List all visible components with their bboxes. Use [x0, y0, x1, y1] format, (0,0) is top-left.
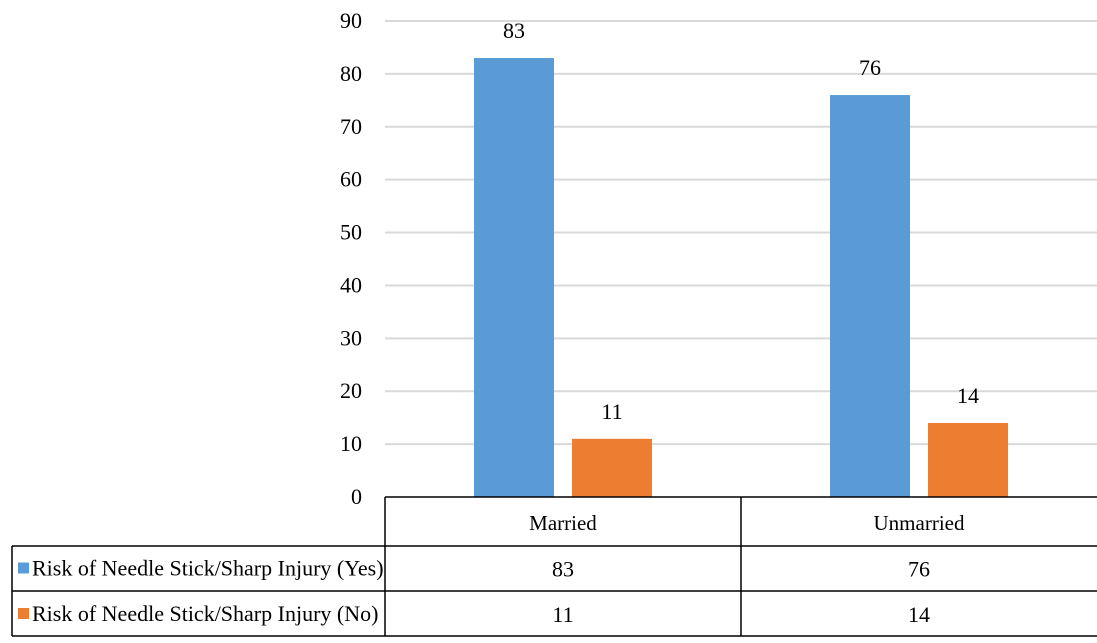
bar	[572, 438, 652, 497]
table-value: 11	[552, 602, 573, 627]
x-category-label: Unmarried	[874, 511, 965, 535]
legend-swatch	[18, 562, 29, 574]
y-tick-label: 70	[340, 114, 362, 139]
y-tick-label: 90	[340, 8, 362, 33]
data-label: 14	[957, 383, 979, 408]
y-tick-label: 20	[340, 378, 362, 403]
bar	[928, 422, 1008, 497]
y-tick-label: 40	[340, 272, 362, 297]
y-tick-label: 0	[351, 484, 362, 509]
table-value: 14	[908, 602, 930, 627]
y-axis-tick-labels: 0 10 20 30 40 50 60 70 80 90	[340, 8, 362, 509]
y-tick-label: 30	[340, 325, 362, 350]
data-table: Married Unmarried Risk of Needle Stick/Sha…	[11, 496, 1097, 637]
data-label: 76	[859, 55, 881, 80]
legend-entry: Risk of Needle Stick/Sharp Injury (Yes)	[32, 556, 384, 581]
legend-entry: Risk of Needle Stick/Sharp Injury (No)	[32, 601, 378, 626]
legend-swatch	[18, 608, 29, 619]
x-category-label: Married	[529, 511, 597, 535]
table-value: 83	[552, 557, 574, 582]
bars	[474, 58, 1008, 498]
data-labels: 83 11 76 14	[503, 18, 979, 424]
y-tick-label: 10	[340, 431, 362, 456]
bar	[474, 58, 554, 498]
table-value: 76	[908, 557, 930, 582]
data-label: 83	[503, 18, 525, 43]
data-label: 11	[601, 399, 622, 424]
y-tick-label: 80	[340, 61, 362, 86]
bar	[830, 95, 910, 498]
y-tick-label: 60	[340, 167, 362, 192]
y-tick-label: 50	[340, 220, 362, 245]
